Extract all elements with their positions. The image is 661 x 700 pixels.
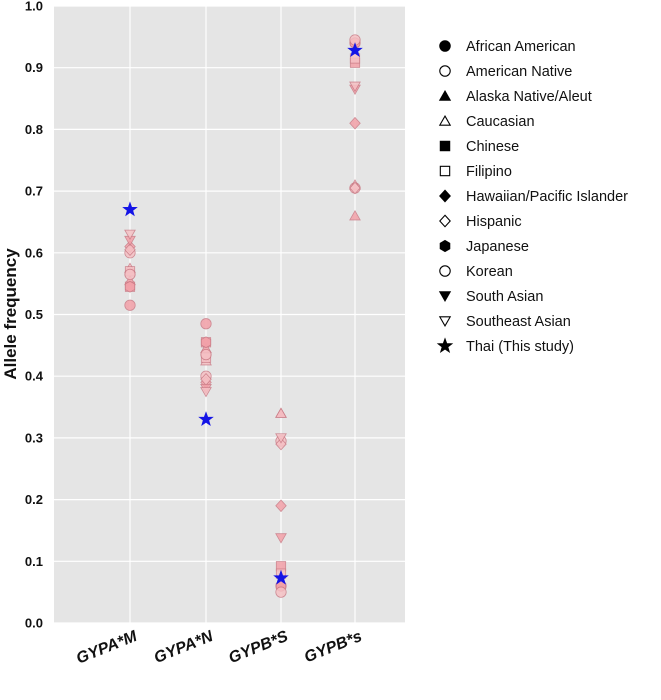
legend-marker-icon	[438, 114, 452, 126]
y-tick-label: 0.3	[25, 430, 43, 445]
y-tick-label: 0.2	[25, 492, 43, 507]
data-point	[124, 280, 136, 293]
y-tick-label: 0.9	[25, 60, 43, 75]
legend-label: American Native	[466, 64, 572, 80]
legend-entry: American Native	[439, 64, 572, 80]
legend-label: Thai (This study)	[466, 339, 574, 355]
legend-entry: Caucasian	[438, 114, 535, 130]
legend-entry: Alaska Native/Aleut	[438, 89, 592, 105]
data-point	[275, 407, 287, 418]
legend: African American American Native Alaska Na…	[436, 39, 628, 355]
data-point	[275, 437, 287, 451]
legend-marker-icon	[439, 214, 451, 228]
y-tick-label: 0.7	[25, 184, 43, 199]
data-point	[349, 53, 361, 64]
x-tick-label: GYPB*s	[302, 628, 365, 666]
legend-marker-icon	[439, 140, 451, 152]
legend-label: South Asian	[466, 289, 543, 305]
legend-entry: Filipino	[439, 164, 512, 180]
data-point-thai-star	[198, 411, 214, 427]
legend-marker-icon	[436, 337, 454, 354]
series-7	[124, 181, 361, 451]
legend-label: Japanese	[466, 239, 529, 255]
y-tick-label: 0.1	[25, 554, 43, 569]
data-point	[275, 499, 287, 513]
data-point	[349, 210, 361, 221]
data-point-thai-star	[273, 569, 289, 585]
legend-marker-icon	[438, 316, 452, 328]
y-tick-label: 1.0	[25, 0, 43, 14]
legend-marker-icon	[439, 40, 451, 52]
data-point	[200, 318, 212, 330]
legend-label: Filipino	[466, 164, 512, 180]
legend-label: Chinese	[466, 139, 519, 155]
series-11	[124, 81, 361, 444]
y-tick-label: 0.8	[25, 122, 43, 137]
data-point-thai-star	[122, 201, 138, 217]
data-point	[349, 116, 361, 130]
data-points	[122, 34, 363, 598]
data-point	[124, 299, 136, 311]
x-axis-ticks: GYPA*M GYPA*N GYPB*S GYPB*s	[74, 628, 365, 668]
data-point	[275, 433, 287, 444]
y-tick-label: 0.0	[25, 616, 43, 631]
x-tick-label: GYPA*N	[152, 628, 216, 667]
legend-entry: Thai (This study)	[436, 337, 574, 355]
legend-marker-icon	[439, 65, 451, 77]
legend-entry: Korean	[439, 264, 513, 280]
series-9	[124, 34, 361, 598]
series-thai	[122, 42, 363, 585]
data-point	[200, 349, 212, 361]
legend-marker-icon	[439, 265, 451, 277]
legend-marker-icon	[439, 239, 451, 253]
legend-marker-icon	[438, 89, 452, 101]
data-point	[349, 181, 361, 195]
legend-entry: Southeast Asian	[438, 314, 571, 330]
data-point	[124, 243, 136, 257]
y-tick-label: 0.6	[25, 245, 43, 260]
x-tick-label: GYPB*S	[226, 628, 290, 667]
legend-label: Hispanic	[466, 214, 522, 230]
y-axis-ticks: 0.0 0.1 0.2 0.3 0.4 0.5 0.6 0.7 0.8 0.9 1.0	[25, 0, 44, 631]
data-point	[200, 387, 212, 398]
data-point	[349, 81, 361, 92]
legend-entry: Hawaiian/Pacific Islander	[439, 189, 628, 205]
legend-entry: African American	[439, 39, 576, 55]
data-point	[275, 586, 287, 598]
legend-label: Hawaiian/Pacific Islander	[466, 189, 628, 205]
y-tick-label: 0.4	[25, 369, 44, 384]
legend-entry: South Asian	[438, 289, 543, 305]
legend-entry: Hispanic	[439, 214, 522, 230]
data-point	[275, 533, 287, 544]
data-point	[200, 336, 212, 349]
legend-label: Korean	[466, 264, 513, 280]
legend-label: Alaska Native/Aleut	[466, 89, 592, 105]
y-tick-label: 0.5	[25, 307, 43, 322]
grid-lines	[54, 5, 405, 624]
data-point	[124, 268, 136, 280]
legend-label: Caucasian	[466, 114, 535, 130]
legend-marker-icon	[439, 189, 451, 203]
legend-label: African American	[466, 39, 576, 55]
legend-entry: Chinese	[439, 139, 519, 155]
data-point	[124, 229, 136, 241]
legend-marker-icon	[438, 291, 452, 303]
legend-label: Southeast Asian	[466, 314, 571, 330]
x-tick-label: GYPA*M	[74, 628, 140, 668]
legend-entry: Japanese	[439, 239, 529, 255]
y-axis-label: Allele frequency	[1, 248, 20, 380]
legend-marker-icon	[439, 165, 451, 177]
data-point-thai-star	[347, 42, 363, 58]
